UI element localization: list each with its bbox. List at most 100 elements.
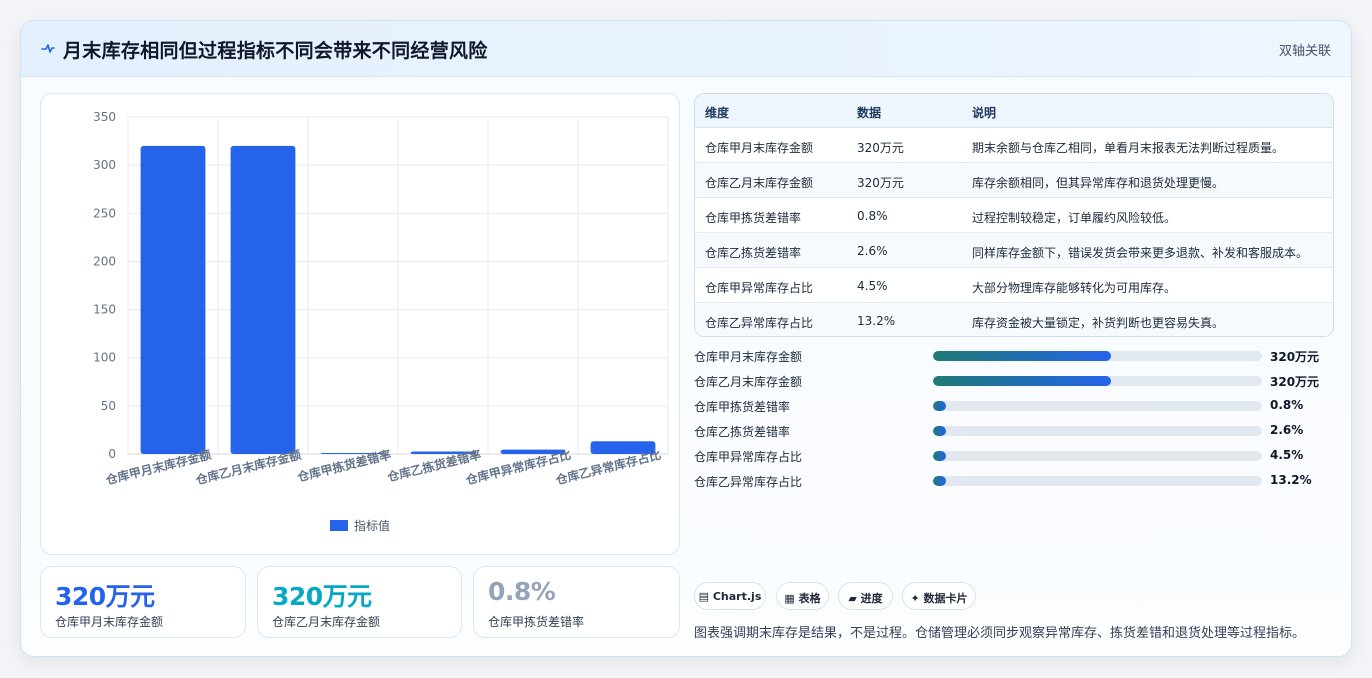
table-row: 仓库甲月末库存金额 320万元 期末余额与仓库乙相同，单看月末报表无法判断过程质… — [695, 128, 1333, 163]
bar — [230, 145, 296, 454]
progress-track — [933, 376, 1262, 386]
card-header: 月末库存相同但过程指标不同会带来不同经营风险 双轴关联 — [21, 21, 1351, 77]
stat-value: 0.8% — [488, 577, 556, 606]
stat-value: 320万元 — [55, 582, 155, 611]
x-tick-label: 仓库甲拣货差错率 — [295, 447, 393, 485]
table-cell: 4.5% — [857, 279, 888, 293]
table-cell: 过程控制较稳定，订单履约风险较低。 — [972, 211, 1177, 225]
progress-row: 仓库乙异常库存占比 13.2% — [694, 472, 1334, 490]
stat-value: 320万元 — [272, 582, 372, 611]
progress-track — [933, 426, 1262, 436]
stat-label: 仓库甲拣货差错率 — [488, 615, 585, 629]
column-header-note: 说明 — [972, 106, 997, 120]
chart-icon: ▤ — [698, 590, 710, 603]
chip-label: 数据卡片 — [923, 592, 968, 605]
y-tick-label: 300 — [93, 158, 116, 172]
progress-label: 仓库甲拣货差错率 — [694, 400, 791, 414]
table-cell: 仓库甲拣货差错率 — [705, 211, 802, 225]
y-tick-label: 0 — [108, 447, 116, 461]
table-row: 仓库甲异常库存占比 4.5% 大部分物理库存能够转化为可用库存。 — [695, 268, 1333, 303]
page-title: 月末库存相同但过程指标不同会带来不同经营风险 — [63, 40, 488, 62]
progress-row: 仓库甲异常库存占比 4.5% — [694, 447, 1334, 465]
legend-swatch — [330, 520, 348, 531]
progress-value: 320万元 — [1270, 350, 1320, 364]
data-table: 维度 数据 说明 仓库甲月末库存金额 320万元 期末余额与仓库乙相同，单看月末… — [694, 93, 1334, 337]
progress-row: 仓库甲月末库存金额 320万元 — [694, 347, 1334, 365]
progress-fill — [933, 351, 1111, 361]
progress-fill — [933, 376, 1111, 386]
progress-track — [933, 476, 1262, 486]
stat-card: 0.8% 仓库甲拣货差错率 — [473, 566, 680, 638]
legend-label: 指标值 — [354, 518, 390, 533]
progress-label: 仓库甲异常库存占比 — [694, 450, 803, 464]
table-cell: 库存资金被大量锁定，补货判断也更容易失真。 — [972, 316, 1225, 330]
stat-label: 仓库甲月末库存金额 — [55, 615, 164, 629]
table-row: 仓库乙月末库存金额 320万元 库存余额相同，但其异常库存和退货处理更慢。 — [695, 163, 1333, 198]
dashboard-card: 月末库存相同但过程指标不同会带来不同经营风险 双轴关联 0 50 100 150 200… — [20, 20, 1352, 657]
bar — [320, 453, 386, 454]
progress-row: 仓库乙拣货差错率 2.6% — [694, 422, 1334, 440]
bar — [410, 451, 476, 454]
table-row: 仓库乙异常库存占比 13.2% 库存资金被大量锁定，补货判断也更容易失真。 — [695, 303, 1333, 336]
progress-fill — [933, 426, 947, 436]
progress-value: 2.6% — [1270, 423, 1304, 437]
progress-value: 4.5% — [1270, 448, 1304, 462]
footnote: 图表强调期末库存是结果，不是过程。仓储管理必须同步观察异常库存、拣货差错和退货处… — [694, 626, 1306, 641]
sparkle-icon: ✦ — [910, 592, 920, 605]
stat-label: 仓库乙月末库存金额 — [272, 615, 381, 629]
y-tick-label: 250 — [93, 206, 116, 220]
table-cell: 仓库乙异常库存占比 — [705, 316, 814, 330]
progress-label: 仓库乙月末库存金额 — [694, 375, 803, 389]
table-cell: 库存余额相同，但其异常库存和退货处理更慢。 — [972, 176, 1225, 190]
table-cell: 仓库乙月末库存金额 — [705, 176, 814, 190]
table-cell: 0.8% — [857, 209, 888, 223]
y-tick-label: 150 — [93, 303, 116, 317]
table-cell: 期末余额与仓库乙相同，单看月末报表无法判断过程质量。 — [972, 141, 1285, 155]
progress-value: 13.2% — [1270, 473, 1312, 487]
bar — [590, 441, 656, 454]
column-header-data: 数据 — [857, 106, 882, 120]
progress-track — [933, 351, 1262, 361]
progress-row: 仓库甲拣货差错率 0.8% — [694, 397, 1334, 415]
table-icon: ▦ — [784, 592, 795, 605]
progress-track — [933, 451, 1262, 461]
stat-card: 320万元 仓库乙月末库存金额 — [257, 566, 462, 638]
progress-label: 仓库乙异常库存占比 — [694, 475, 803, 489]
table-cell: 仓库甲异常库存占比 — [705, 281, 814, 295]
table-cell: 同样库存金额下，错误发货会带来更多退款、补发和客服成本。 — [972, 246, 1309, 260]
progress-label: 仓库甲月末库存金额 — [694, 350, 803, 364]
progress-fill — [933, 451, 947, 461]
progress-icon: ▰ — [848, 592, 857, 605]
chip-label: 表格 — [798, 592, 821, 605]
table-cell: 13.2% — [857, 314, 896, 328]
header-tag[interactable]: 双轴关联 — [1278, 44, 1331, 59]
bar — [500, 449, 566, 454]
chip-label: Chart.js — [712, 590, 762, 603]
chart-panel: 0 50 100 150 200 250 300 350 仓库甲月末库存金额 仓库乙月末库存金额仓… — [40, 93, 680, 555]
table-cell: 320万元 — [857, 141, 904, 155]
chip-chartjs[interactable]: ▤ Chart.js — [694, 582, 766, 610]
table-cell: 2.6% — [857, 244, 888, 258]
table-cell: 仓库甲月末库存金额 — [705, 141, 814, 155]
stat-card: 320万元 仓库甲月末库存金额 — [40, 566, 246, 638]
chip-data-cards[interactable]: ✦ 数据卡片 — [902, 582, 976, 610]
y-tick-label: 50 — [101, 399, 116, 413]
progress-row: 仓库乙月末库存金额 320万元 — [694, 372, 1334, 390]
progress-track — [933, 401, 1262, 411]
progress-fill — [933, 476, 947, 486]
chip-progress[interactable]: ▰ 进度 — [838, 582, 893, 610]
progress-label: 仓库乙拣货差错率 — [694, 425, 791, 439]
table-cell: 大部分物理库存能够转化为可用库存。 — [972, 281, 1177, 295]
column-header-dimension: 维度 — [705, 106, 730, 120]
bar-chart: 050100150200250300350仓库甲月末库存金额仓库乙月末库存金额仓… — [93, 110, 669, 533]
progress-value: 320万元 — [1270, 375, 1320, 389]
progress-fill — [933, 401, 947, 411]
table-row: 仓库乙拣货差错率 2.6% 同样库存金额下，错误发货会带来更多退款、补发和客服成… — [695, 233, 1333, 268]
pulse-icon — [41, 44, 55, 53]
chip-table[interactable]: ▦ 表格 — [776, 582, 829, 610]
table-row: 仓库甲拣货差错率 0.8% 过程控制较稳定，订单履约风险较低。 — [695, 198, 1333, 233]
y-tick-label: 350 — [93, 110, 116, 124]
table-header: 维度 数据 说明 — [695, 94, 1333, 128]
bar — [140, 145, 206, 454]
chip-label: 进度 — [860, 592, 883, 605]
